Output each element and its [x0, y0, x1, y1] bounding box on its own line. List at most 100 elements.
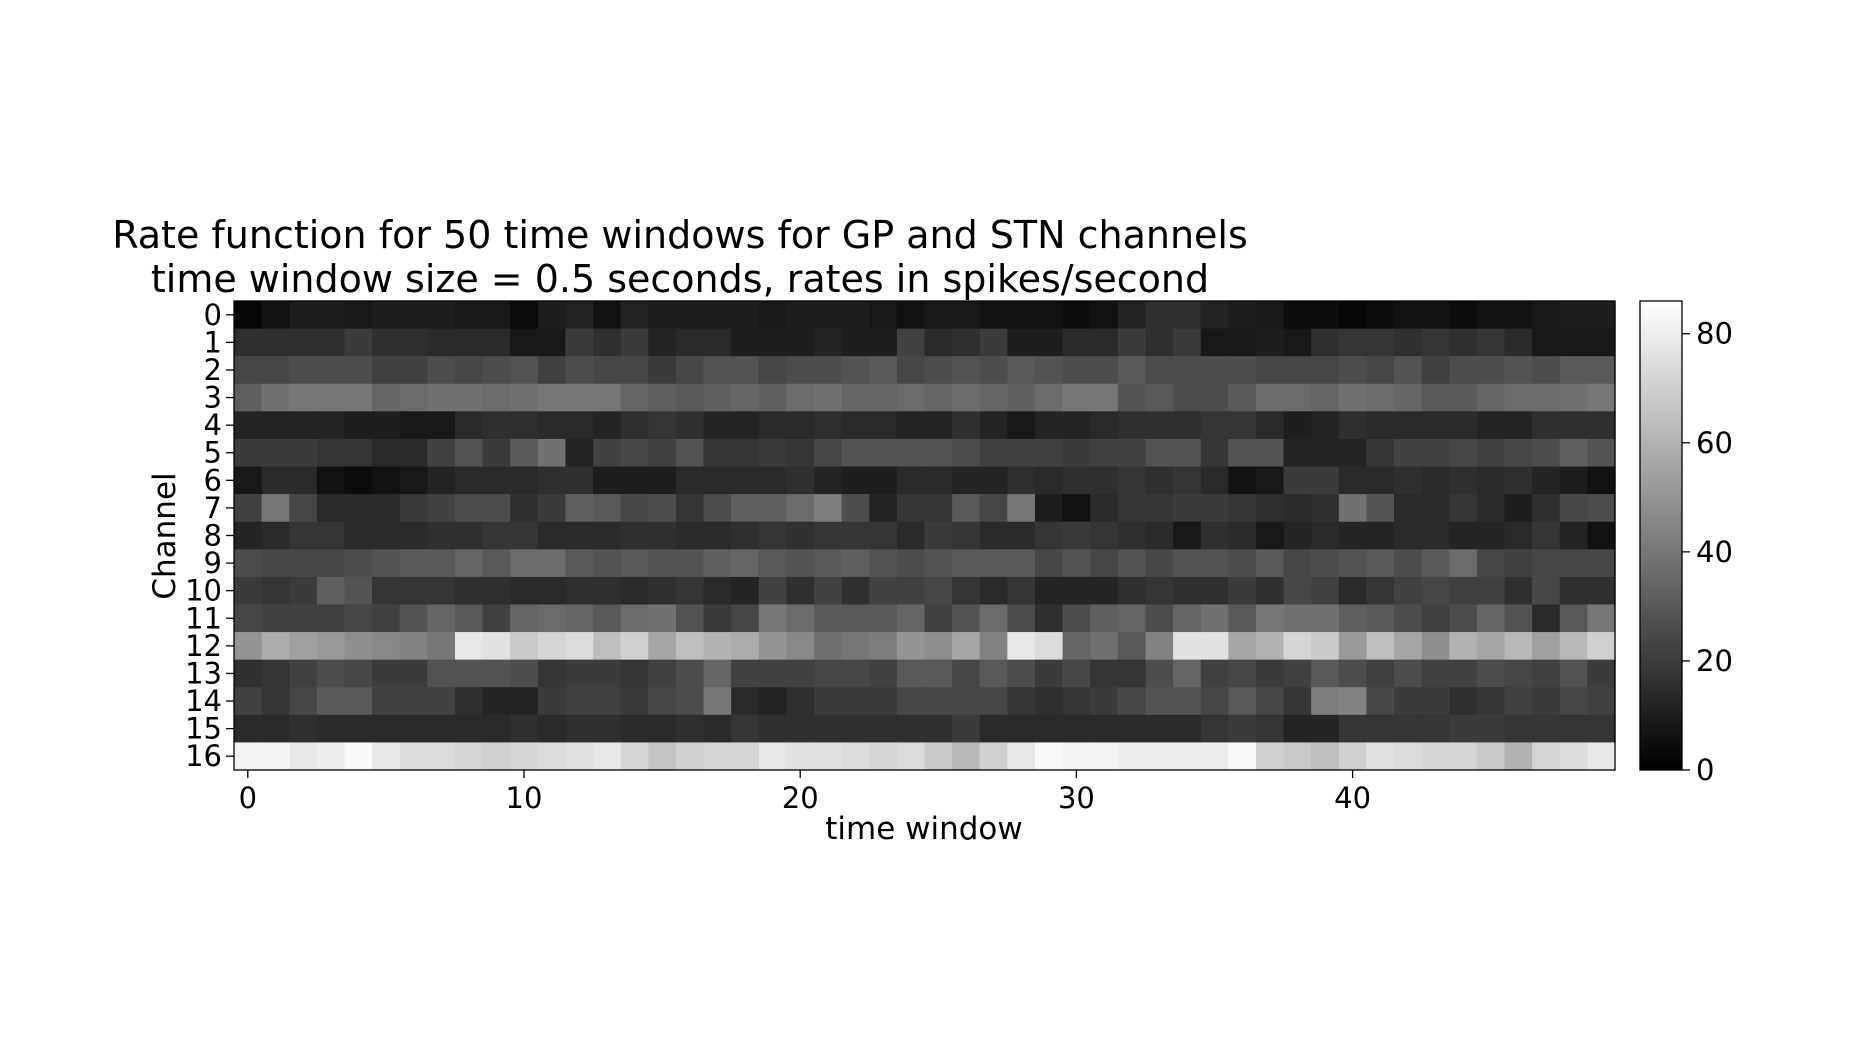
heatmap-cell [758, 576, 787, 606]
heatmap-cell [234, 521, 263, 550]
heatmap-cell [1338, 714, 1368, 744]
heatmap-cell [427, 632, 456, 661]
heatmap-cells [234, 301, 1616, 771]
heatmap-cell [565, 576, 594, 606]
heatmap-cell [510, 301, 539, 330]
heatmap-cell [1476, 411, 1506, 440]
heatmap-cell [344, 301, 373, 330]
heatmap-cell [869, 328, 898, 357]
y-tick-label: 10 [185, 574, 222, 608]
heatmap-cell [399, 301, 428, 330]
heatmap-cell [1007, 687, 1036, 716]
heatmap-cell [675, 659, 705, 688]
heatmap-cell [1255, 521, 1285, 550]
heatmap-cell [537, 411, 567, 440]
heatmap-cell [261, 742, 290, 771]
heatmap-cell [1034, 438, 1064, 468]
heatmap-cell [841, 687, 870, 716]
heatmap-cell [1532, 328, 1561, 357]
heatmap-cell [344, 494, 373, 523]
heatmap-cell [261, 411, 290, 440]
heatmap-cell [537, 576, 567, 606]
heatmap-cell [620, 576, 649, 606]
heatmap-cell [1228, 742, 1257, 771]
heatmap-cell [786, 549, 815, 578]
heatmap-cell [1449, 604, 1478, 633]
heatmap-cell [675, 604, 705, 633]
heatmap-cell [869, 687, 898, 716]
heatmap-cell [289, 714, 318, 744]
heatmap-cell [510, 576, 539, 606]
heatmap-cell [675, 494, 705, 523]
heatmap-cell [316, 466, 346, 495]
heatmap-cell [1062, 356, 1091, 385]
heatmap-cell [344, 356, 373, 385]
heatmap-cell [924, 549, 953, 578]
heatmap-cell [537, 632, 567, 661]
heatmap-cell [1532, 494, 1561, 523]
heatmap-cell [1338, 521, 1368, 550]
heatmap-cell [814, 328, 843, 357]
heatmap-cell [234, 438, 263, 468]
heatmap-cell [675, 521, 705, 550]
heatmap-cell [1228, 356, 1257, 385]
heatmap-cell [1559, 687, 1588, 716]
heatmap-cell [869, 521, 898, 550]
heatmap-cell [814, 301, 843, 330]
heatmap-cell [786, 687, 815, 716]
heatmap-cell [565, 466, 594, 495]
heatmap-cell [1532, 576, 1561, 606]
heatmap-cell [1228, 714, 1257, 744]
heatmap-cell [703, 328, 732, 357]
heatmap-cell [1476, 466, 1506, 495]
heatmap-cell [1200, 438, 1229, 468]
heatmap-cell [758, 356, 787, 385]
heatmap-cell [1007, 632, 1036, 661]
heatmap-cell [537, 659, 567, 688]
heatmap-cell [1311, 714, 1340, 744]
heatmap-cell [1117, 576, 1147, 606]
heatmap-cell [979, 301, 1008, 330]
heatmap-cell [1090, 494, 1119, 523]
heatmap-cell [731, 521, 760, 550]
heatmap-cell [896, 576, 926, 606]
heatmap-cell [758, 438, 787, 468]
heatmap-cell [1255, 687, 1285, 716]
heatmap-cell [1255, 328, 1285, 357]
heatmap-cell [1311, 742, 1340, 771]
heatmap-cell [1007, 604, 1036, 633]
heatmap-cell [1200, 549, 1229, 578]
heatmap-cell [869, 466, 898, 495]
heatmap-cell [1090, 576, 1119, 606]
heatmap-cell [399, 687, 428, 716]
heatmap-cell [565, 328, 594, 357]
heatmap-cell [537, 328, 567, 357]
heatmap-cell [924, 466, 953, 495]
heatmap-cell [869, 438, 898, 468]
heatmap-cell [510, 632, 539, 661]
heatmap-cell [1338, 576, 1368, 606]
heatmap-cell [1145, 742, 1174, 771]
heatmap-cell [1228, 632, 1257, 661]
heatmap-cell [1311, 383, 1340, 412]
heatmap-cell [952, 632, 981, 661]
heatmap-cell [869, 549, 898, 578]
heatmap-cell [924, 714, 953, 744]
heatmap-cell [1007, 411, 1036, 440]
heatmap-cell [454, 714, 484, 744]
y-tick-label: 0 [204, 298, 222, 332]
heatmap-cell [703, 521, 732, 550]
heatmap-cell [952, 383, 981, 412]
heatmap-cell [952, 438, 981, 468]
heatmap-cell [648, 549, 677, 578]
heatmap-cell [924, 301, 953, 330]
heatmap-cell [1504, 383, 1533, 412]
heatmap-cell [1366, 604, 1395, 633]
heatmap-cell [593, 438, 622, 468]
heatmap-cell [1394, 328, 1423, 357]
heatmap-cell [1394, 494, 1423, 523]
heatmap-cell [620, 301, 649, 330]
heatmap-cell [703, 301, 732, 330]
heatmap-cell [316, 356, 346, 385]
heatmap-cell [1421, 466, 1450, 495]
